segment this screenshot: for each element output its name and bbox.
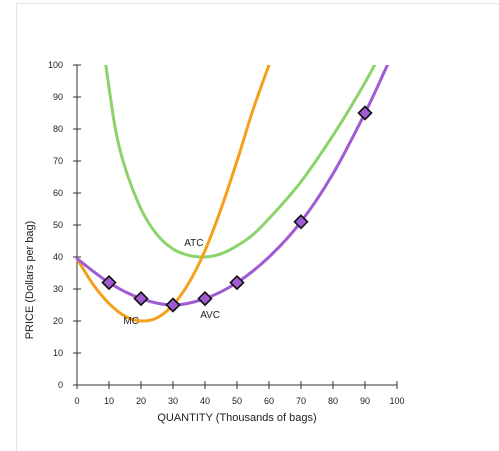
panel-top-border [16, 3, 499, 4]
x-tick-label: 10 [104, 396, 114, 406]
series-atc-curve [104, 65, 377, 259]
x-tick-label: 60 [264, 396, 274, 406]
avc-point-marker[interactable] [293, 214, 309, 230]
avc-point-marker[interactable] [165, 297, 181, 313]
curve-label-mc: MC [123, 316, 139, 327]
avc-point-marker[interactable] [101, 274, 117, 291]
avc-point-marker[interactable] [133, 290, 149, 307]
y-tick-label: 40 [53, 252, 63, 262]
y-tick-label: 20 [53, 316, 63, 326]
avc-point-marker[interactable] [197, 290, 213, 307]
y-tick-label: 60 [53, 188, 63, 198]
ticks: 0 10 20 30 40 50 60 70 80 90 100 0 10 20 30 40 50 60 70 80 9… [48, 60, 405, 406]
x-tick-label: 0 [74, 396, 79, 406]
x-tick-label: 90 [360, 396, 370, 406]
y-tick-label: 50 [53, 220, 63, 230]
panel-left-border [16, 3, 17, 451]
axes [76, 65, 397, 386]
markers [101, 105, 373, 313]
y-axis-title: PRICE (Dollars per bag) [24, 221, 36, 340]
y-tick-label: 10 [53, 348, 63, 358]
y-tick-label: 90 [53, 92, 63, 102]
y-tick-label: 100 [48, 60, 63, 70]
x-tick-label: 80 [328, 396, 338, 406]
series-avc-curve [75, 65, 389, 307]
x-tick-label: 40 [200, 396, 210, 406]
y-tick-label: 0 [58, 380, 63, 390]
curve-label-atc: ATC [184, 238, 203, 249]
x-tick-label: 30 [168, 396, 178, 406]
avc-point-marker[interactable] [229, 274, 245, 291]
y-tick-label: 30 [53, 284, 63, 294]
avc-point-marker[interactable] [357, 105, 373, 121]
curve-label-avc: AVC [200, 310, 220, 321]
x-tick-label: 20 [136, 396, 146, 406]
curve-labels: ATC MC AVC [123, 238, 220, 327]
x-tick-label: 100 [389, 396, 404, 406]
x-tick-label: 70 [296, 396, 306, 406]
x-tick-label: 50 [232, 396, 242, 406]
y-tick-label: 80 [53, 124, 63, 134]
x-axis-title: QUANTITY (Thousands of bags) [157, 412, 316, 424]
y-tick-label: 70 [53, 156, 63, 166]
